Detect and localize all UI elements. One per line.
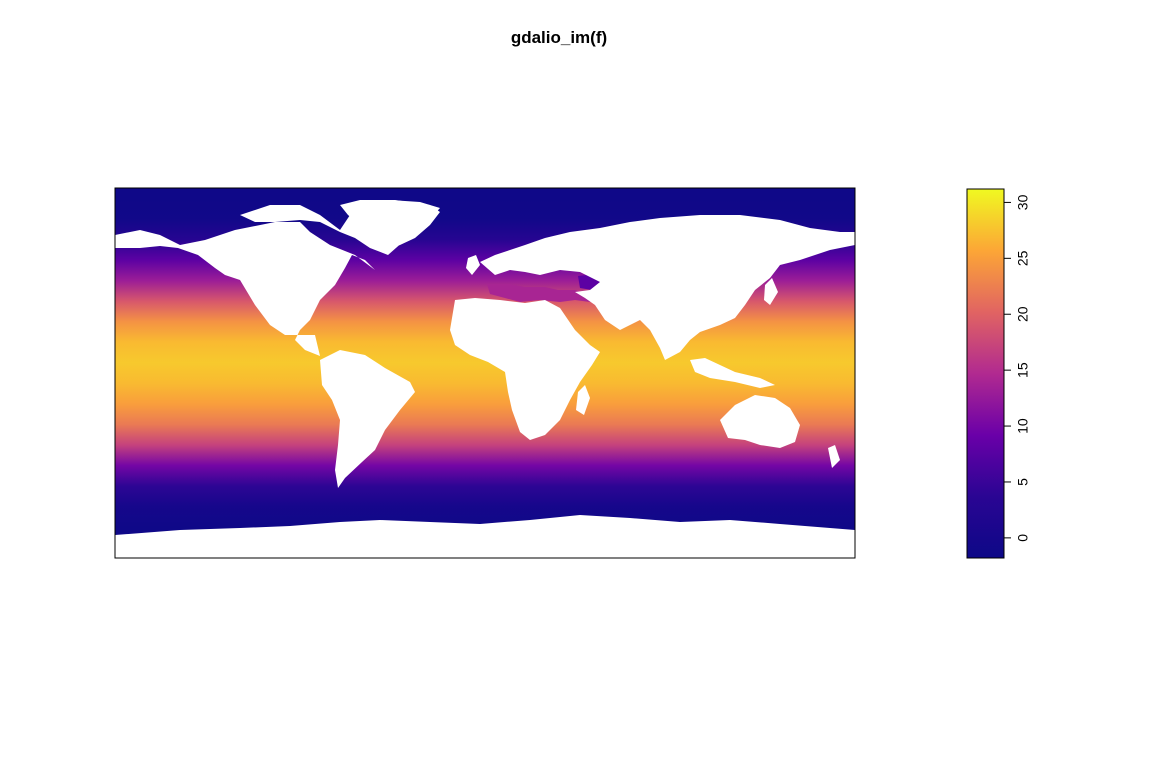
madagascar-land <box>576 385 590 415</box>
land-mask <box>115 200 855 558</box>
uk-land <box>466 255 480 275</box>
plot-title: gdalio_im(f) <box>510 28 608 47</box>
colorbar-fill <box>967 189 1004 558</box>
mediterranean-sea <box>487 284 598 302</box>
colorbar-tick-label: 30 <box>1015 194 1031 210</box>
new-zealand-land <box>828 445 840 468</box>
map-border <box>114 187 856 559</box>
colorbar: 0 5 10 15 20 25 30 <box>966 188 1031 559</box>
eurasia-land <box>480 215 855 360</box>
colorbar-tick-label: 0 <box>1015 534 1031 542</box>
north-america-land <box>115 222 375 356</box>
colorbar-tick-label: 10 <box>1015 418 1031 434</box>
indonesia-land <box>690 358 775 388</box>
colorbar-tick-label: 5 <box>1015 478 1031 486</box>
greenland-land <box>340 200 440 250</box>
colorbar-border <box>966 188 1005 559</box>
map-panel <box>115 188 855 558</box>
colorbar-tick-label: 25 <box>1015 250 1031 266</box>
japan-land <box>764 278 778 305</box>
colorbar-tick-label: 15 <box>1015 362 1031 378</box>
south-america-land <box>320 350 415 488</box>
colorbar-tick-label: 20 <box>1015 306 1031 322</box>
australia-land <box>720 395 800 448</box>
colorbar-ticks: 0 5 10 15 20 25 30 <box>1004 194 1031 542</box>
africa-land <box>450 298 600 440</box>
antarctica-land <box>115 515 855 558</box>
